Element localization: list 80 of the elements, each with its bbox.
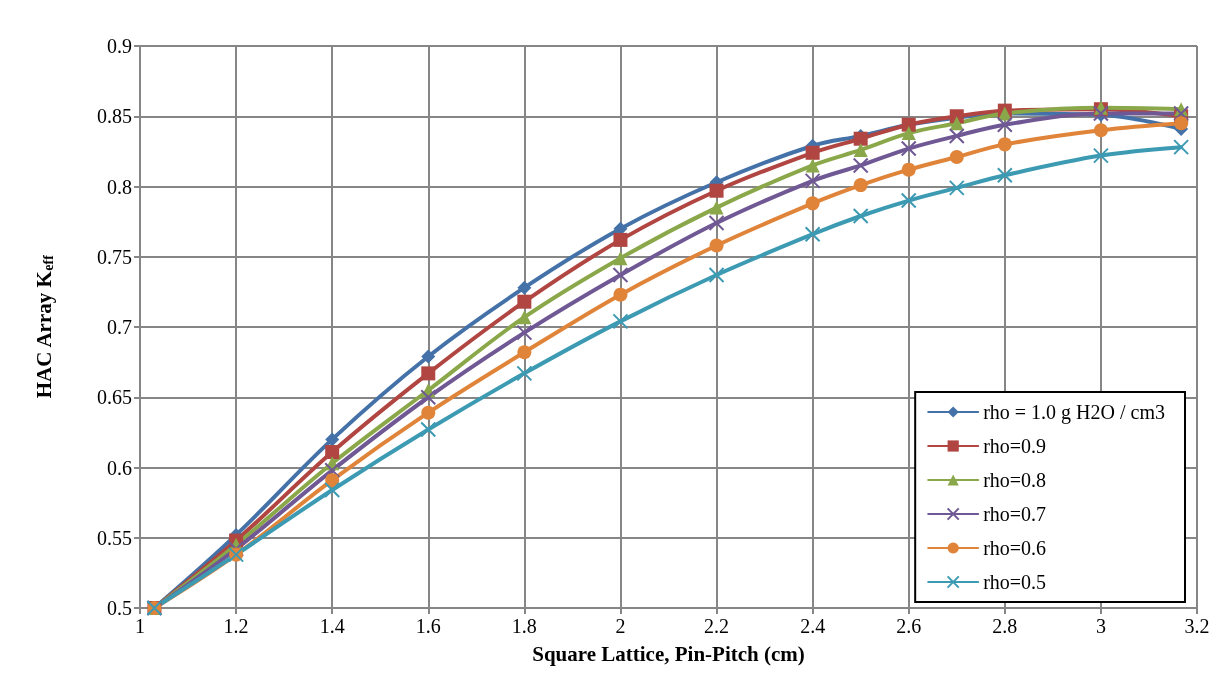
x-tick-label: 2.2: [704, 615, 730, 637]
x-tick-label: 3: [1095, 615, 1106, 637]
point: [804, 226, 821, 243]
y-tick-label: 0.65: [97, 386, 132, 409]
point: [1173, 139, 1190, 156]
point: [420, 421, 437, 438]
point: [1173, 105, 1190, 122]
x-axis-title: Square Lattice, Pin-Pitch (cm): [532, 641, 805, 666]
y-tick-label: 0.85: [97, 105, 132, 128]
point: [613, 251, 628, 266]
point: [613, 232, 628, 247]
point: [1092, 147, 1109, 164]
point: [708, 215, 725, 232]
point: [709, 238, 724, 253]
point: [421, 405, 436, 420]
point: [709, 183, 724, 198]
point: [516, 324, 533, 341]
x-tick-label: 1: [135, 615, 145, 637]
point: [805, 158, 820, 173]
x-tick-label: 2.6: [896, 615, 922, 637]
point: [804, 172, 821, 189]
x-tick-label: 3.2: [1184, 615, 1210, 637]
y-tick-label: 0.6: [107, 456, 132, 479]
point: [325, 473, 340, 488]
point: [613, 287, 628, 302]
point: [516, 365, 533, 382]
point: [852, 157, 869, 174]
point: [852, 208, 869, 225]
point: [949, 116, 964, 131]
x-tick-label: 1.6: [415, 615, 441, 637]
x-tick-label: 2: [615, 615, 626, 637]
point: [612, 267, 629, 284]
point: [517, 280, 532, 295]
x-tick-label: 2.8: [992, 615, 1018, 637]
legend-label: rho = 1.0 g H2O / cm3: [983, 401, 1166, 424]
y-tick-label: 0.5: [107, 597, 132, 619]
y-tick-label: 0.9: [107, 35, 132, 57]
y-tick-label: 0.7: [107, 316, 132, 338]
point: [853, 142, 868, 157]
point: [948, 127, 965, 144]
legend-label: rho=0.8: [983, 469, 1047, 491]
x-tick-label: 1.2: [223, 615, 249, 637]
point: [517, 310, 532, 325]
point: [421, 366, 436, 381]
point: [421, 349, 436, 364]
point: [996, 116, 1013, 133]
point: [324, 462, 341, 479]
point: [900, 192, 917, 209]
point: [709, 200, 724, 215]
point: [901, 162, 916, 177]
point: [1093, 123, 1108, 138]
y-tick-label: 0.75: [97, 245, 132, 268]
point: [805, 145, 820, 160]
point: [612, 313, 629, 330]
y-tick-label: 0.55: [97, 526, 132, 549]
x-tick-label: 1.4: [319, 615, 345, 637]
point: [708, 267, 725, 284]
legend-label: rho=0.6: [983, 537, 1047, 559]
point: [805, 196, 820, 211]
legend-label: rho=0.5: [983, 571, 1047, 593]
x-tick-label: 1.8: [511, 615, 537, 637]
point: [901, 126, 916, 141]
y-tick-label: 0.8: [107, 175, 132, 198]
legend-label: rho=0.9: [983, 435, 1047, 457]
point: [517, 345, 532, 360]
point: [325, 445, 340, 460]
point: [900, 140, 917, 157]
x-tick-label: 2.4: [800, 615, 826, 637]
point: [853, 178, 868, 193]
point: [517, 294, 532, 309]
point: [420, 389, 437, 406]
point: [948, 179, 965, 196]
point: [325, 432, 340, 447]
y-axis-title: HAC Array Keff: [32, 254, 56, 399]
point: [997, 137, 1012, 152]
point: [324, 481, 341, 498]
point: [1174, 116, 1189, 131]
point: [949, 150, 964, 164]
point: [996, 167, 1013, 184]
legend-label: rho=0.7: [983, 503, 1047, 525]
